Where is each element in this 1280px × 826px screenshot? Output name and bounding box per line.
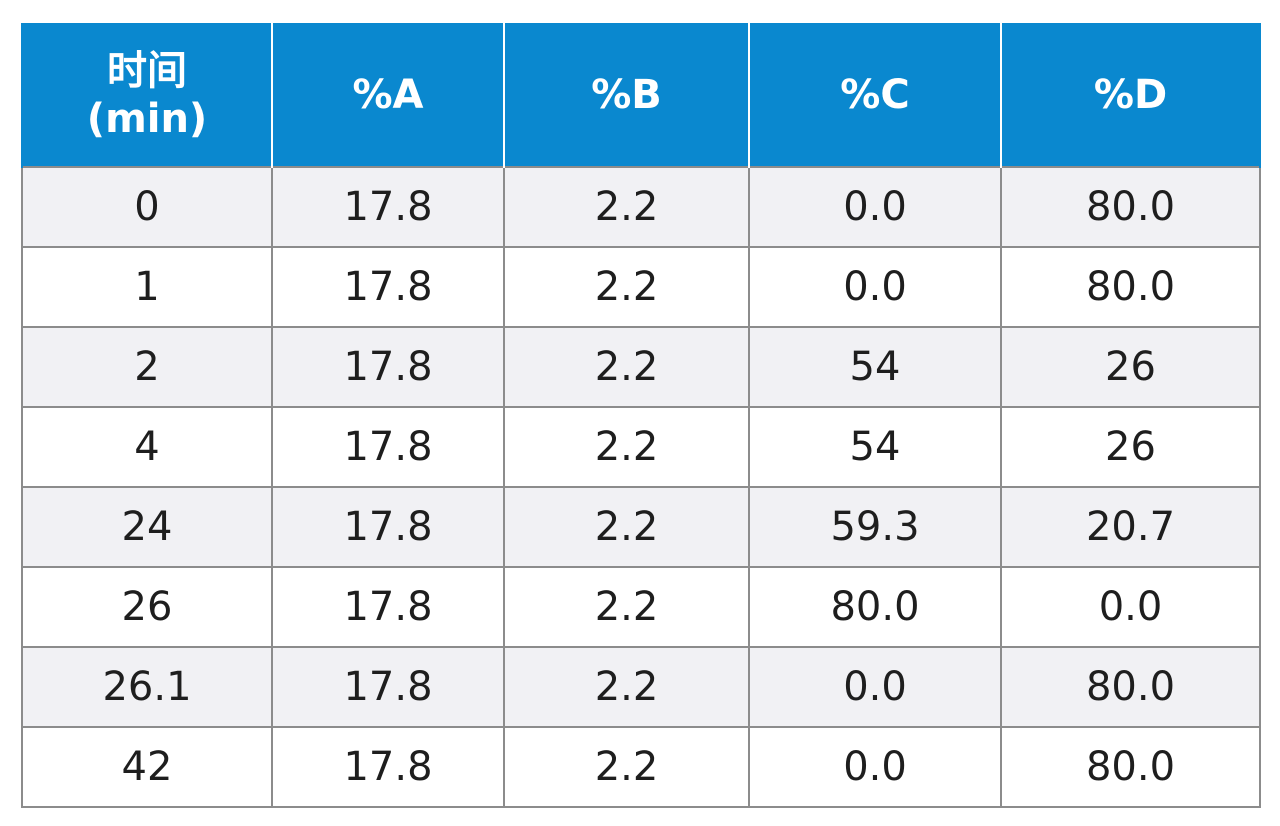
cell-time: 4 — [21, 406, 273, 488]
table-row: 1 17.8 2.2 0.0 80.0 — [21, 246, 1261, 328]
cell-d: 80.0 — [1000, 646, 1261, 728]
cell-c: 0.0 — [748, 646, 1002, 728]
header-d: %D — [1000, 23, 1261, 167]
table-body: 0 17.8 2.2 0.0 80.0 1 17.8 2.2 0.0 80.0 … — [21, 166, 1261, 808]
table-row: 26 17.8 2.2 80.0 0.0 — [21, 566, 1261, 648]
header-row: 时间 (min) %A %B %C %D — [21, 23, 1261, 167]
table-row: 26.1 17.8 2.2 0.0 80.0 — [21, 646, 1261, 728]
cell-time: 1 — [21, 246, 273, 328]
cell-d: 80.0 — [1000, 246, 1261, 328]
cell-b: 2.2 — [503, 326, 750, 408]
header-time-unit: (min) — [86, 95, 208, 142]
cell-a: 17.8 — [271, 646, 505, 728]
cell-time: 26 — [21, 566, 273, 648]
cell-a: 17.8 — [271, 726, 505, 808]
cell-c: 0.0 — [748, 246, 1002, 328]
table-header: 时间 (min) %A %B %C %D — [21, 23, 1261, 167]
cell-a: 17.8 — [271, 246, 505, 328]
cell-b: 2.2 — [503, 166, 750, 248]
cell-b: 2.2 — [503, 406, 750, 488]
cell-b: 2.2 — [503, 486, 750, 568]
cell-c: 0.0 — [748, 726, 1002, 808]
table-row: 42 17.8 2.2 0.0 80.0 — [21, 726, 1261, 808]
cell-d: 0.0 — [1000, 566, 1261, 648]
table-row: 24 17.8 2.2 59.3 20.7 — [21, 486, 1261, 568]
cell-b: 2.2 — [503, 646, 750, 728]
cell-b: 2.2 — [503, 566, 750, 648]
cell-a: 17.8 — [271, 486, 505, 568]
cell-time: 42 — [21, 726, 273, 808]
cell-time: 24 — [21, 486, 273, 568]
cell-b: 2.2 — [503, 726, 750, 808]
cell-c: 0.0 — [748, 166, 1002, 248]
cell-d: 20.7 — [1000, 486, 1261, 568]
header-b: %B — [503, 23, 750, 167]
table-row: 2 17.8 2.2 54 26 — [21, 326, 1261, 408]
header-time-label: 时间 — [107, 47, 187, 94]
cell-d: 80.0 — [1000, 726, 1261, 808]
cell-time: 26.1 — [21, 646, 273, 728]
cell-time: 2 — [21, 326, 273, 408]
cell-c: 54 — [748, 326, 1002, 408]
cell-a: 17.8 — [271, 326, 505, 408]
gradient-table: 时间 (min) %A %B %C %D 0 17.8 2.2 0.0 80.0… — [21, 23, 1261, 808]
cell-b: 2.2 — [503, 246, 750, 328]
header-time: 时间 (min) — [21, 23, 273, 167]
cell-d: 26 — [1000, 406, 1261, 488]
header-c: %C — [748, 23, 1002, 167]
cell-a: 17.8 — [271, 406, 505, 488]
table-row: 0 17.8 2.2 0.0 80.0 — [21, 166, 1261, 248]
cell-c: 54 — [748, 406, 1002, 488]
cell-c: 59.3 — [748, 486, 1002, 568]
cell-a: 17.8 — [271, 566, 505, 648]
table-row: 4 17.8 2.2 54 26 — [21, 406, 1261, 488]
cell-time: 0 — [21, 166, 273, 248]
header-a: %A — [271, 23, 505, 167]
cell-a: 17.8 — [271, 166, 505, 248]
cell-d: 80.0 — [1000, 166, 1261, 248]
cell-d: 26 — [1000, 326, 1261, 408]
cell-c: 80.0 — [748, 566, 1002, 648]
